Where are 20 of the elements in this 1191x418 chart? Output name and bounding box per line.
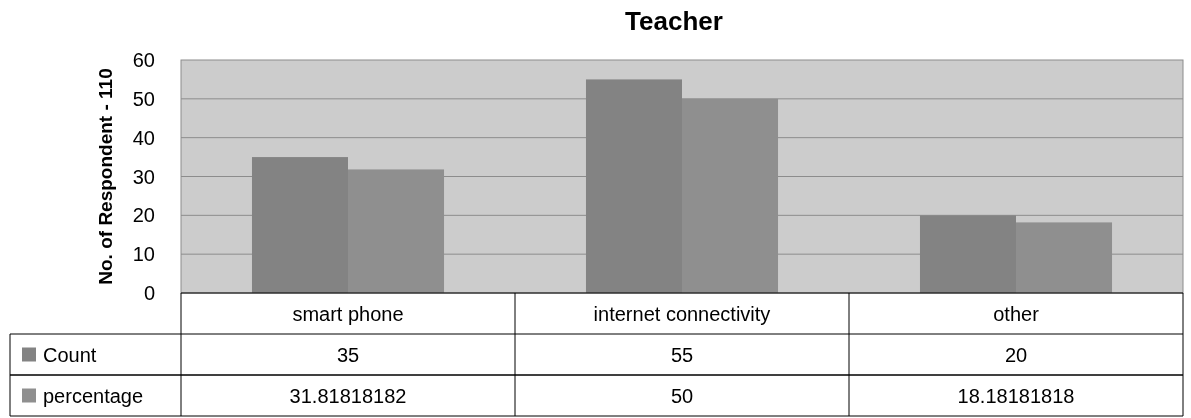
y-tick-label: 50 [132,87,155,110]
data-label: 35 [336,343,360,366]
y-tick-label: 40 [132,126,155,149]
x-tick-label: smart phone [292,302,404,325]
y-axis-title: No. of Respondent - 110 [95,68,116,285]
data-label: 50 [670,384,694,407]
data-label: 55 [670,343,694,366]
data-label: 18.18181818 [957,384,1075,407]
x-tick-label: internet connectivity [593,302,771,325]
y-tick-label: 30 [132,165,155,188]
y-tick-label: 0 [143,282,155,304]
x-tick-label: other [993,302,1040,325]
chart-title: Teacher [625,6,723,36]
legend-label: Count [43,343,97,366]
y-tick-label: 10 [132,243,155,266]
legend-label: percentage [43,384,144,407]
data-label: 31.81818182 [289,384,407,407]
y-tick-label: 60 [132,49,155,71]
y-tick-label: 20 [132,204,155,227]
data-label: 20 [1004,343,1028,366]
